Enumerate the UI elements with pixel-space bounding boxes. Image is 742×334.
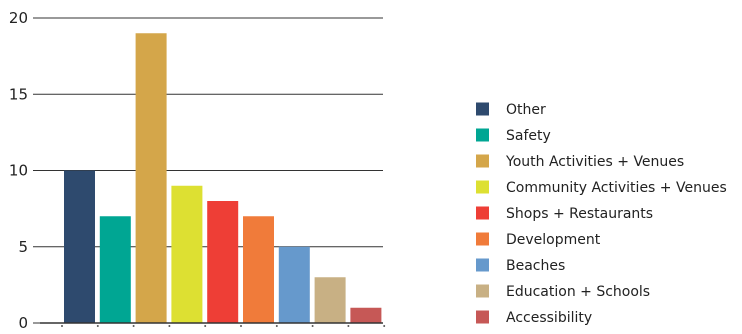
legend-swatch xyxy=(476,284,489,298)
legend-item: Accessibility xyxy=(476,310,592,326)
legend-swatch xyxy=(476,232,489,246)
x-axis-dot xyxy=(96,325,99,327)
bar-youth-activities-venues xyxy=(135,33,167,323)
legend-swatch xyxy=(476,180,489,194)
bar-shops-restaurants xyxy=(207,201,239,323)
x-axis-dot xyxy=(61,325,63,327)
legend-label: Safety xyxy=(506,128,551,144)
legend-item: Youth Activities + Venues xyxy=(476,154,684,170)
legend-item: Community Activities + Venues xyxy=(476,180,727,196)
legend-item: Safety xyxy=(476,128,551,144)
x-axis-dot xyxy=(347,325,350,327)
y-tick-label: 15 xyxy=(9,85,28,103)
x-axis-dot xyxy=(204,325,207,327)
y-tick-label: 20 xyxy=(9,9,28,27)
legend-item: Development xyxy=(476,232,601,248)
bars xyxy=(64,33,382,323)
legend-label: Community Activities + Venues xyxy=(506,180,727,196)
y-tick-label: 0 xyxy=(18,314,28,332)
legend-label: Development xyxy=(506,232,601,248)
x-axis-dot xyxy=(383,325,386,327)
legend-label: Other xyxy=(506,102,546,118)
legend-item: Education + Schools xyxy=(476,284,650,300)
bar-safety xyxy=(99,216,131,323)
y-tick-label: 5 xyxy=(18,238,28,256)
legend-item: Beaches xyxy=(476,258,565,274)
x-axis-dot xyxy=(168,325,171,327)
legend-label: Accessibility xyxy=(506,310,592,326)
x-axis-dot xyxy=(311,325,314,327)
y-axis-ticks: 0 5 10 15 20 xyxy=(9,9,40,332)
legend-item: Other xyxy=(476,102,546,118)
legend-item: Shops + Restaurants xyxy=(476,206,653,222)
legend-swatch xyxy=(476,258,489,272)
x-axis-dots xyxy=(61,325,386,327)
legend-label: Education + Schools xyxy=(506,284,650,300)
legend-swatch xyxy=(476,102,489,116)
x-axis-dot xyxy=(275,325,278,327)
legend-swatch xyxy=(476,154,489,168)
legend-label: Shops + Restaurants xyxy=(506,206,653,222)
bar-other xyxy=(64,170,95,323)
bar-beaches xyxy=(278,246,310,323)
legend-swatch xyxy=(476,206,489,220)
x-axis-dot xyxy=(240,325,242,327)
legend-label: Beaches xyxy=(506,258,565,274)
y-tick-label: 10 xyxy=(9,162,28,180)
legend-label: Youth Activities + Venues xyxy=(505,154,684,170)
bar-community-activities-venues xyxy=(171,185,203,323)
bar-education-schools xyxy=(314,277,346,323)
x-axis-dot xyxy=(132,325,135,327)
bar-development xyxy=(243,216,274,323)
legend: Other Safety Youth Activities + Venues Comm… xyxy=(476,102,727,326)
legend-swatch xyxy=(476,128,489,142)
legend-swatch xyxy=(476,310,489,324)
bar-accessibility xyxy=(350,307,382,323)
